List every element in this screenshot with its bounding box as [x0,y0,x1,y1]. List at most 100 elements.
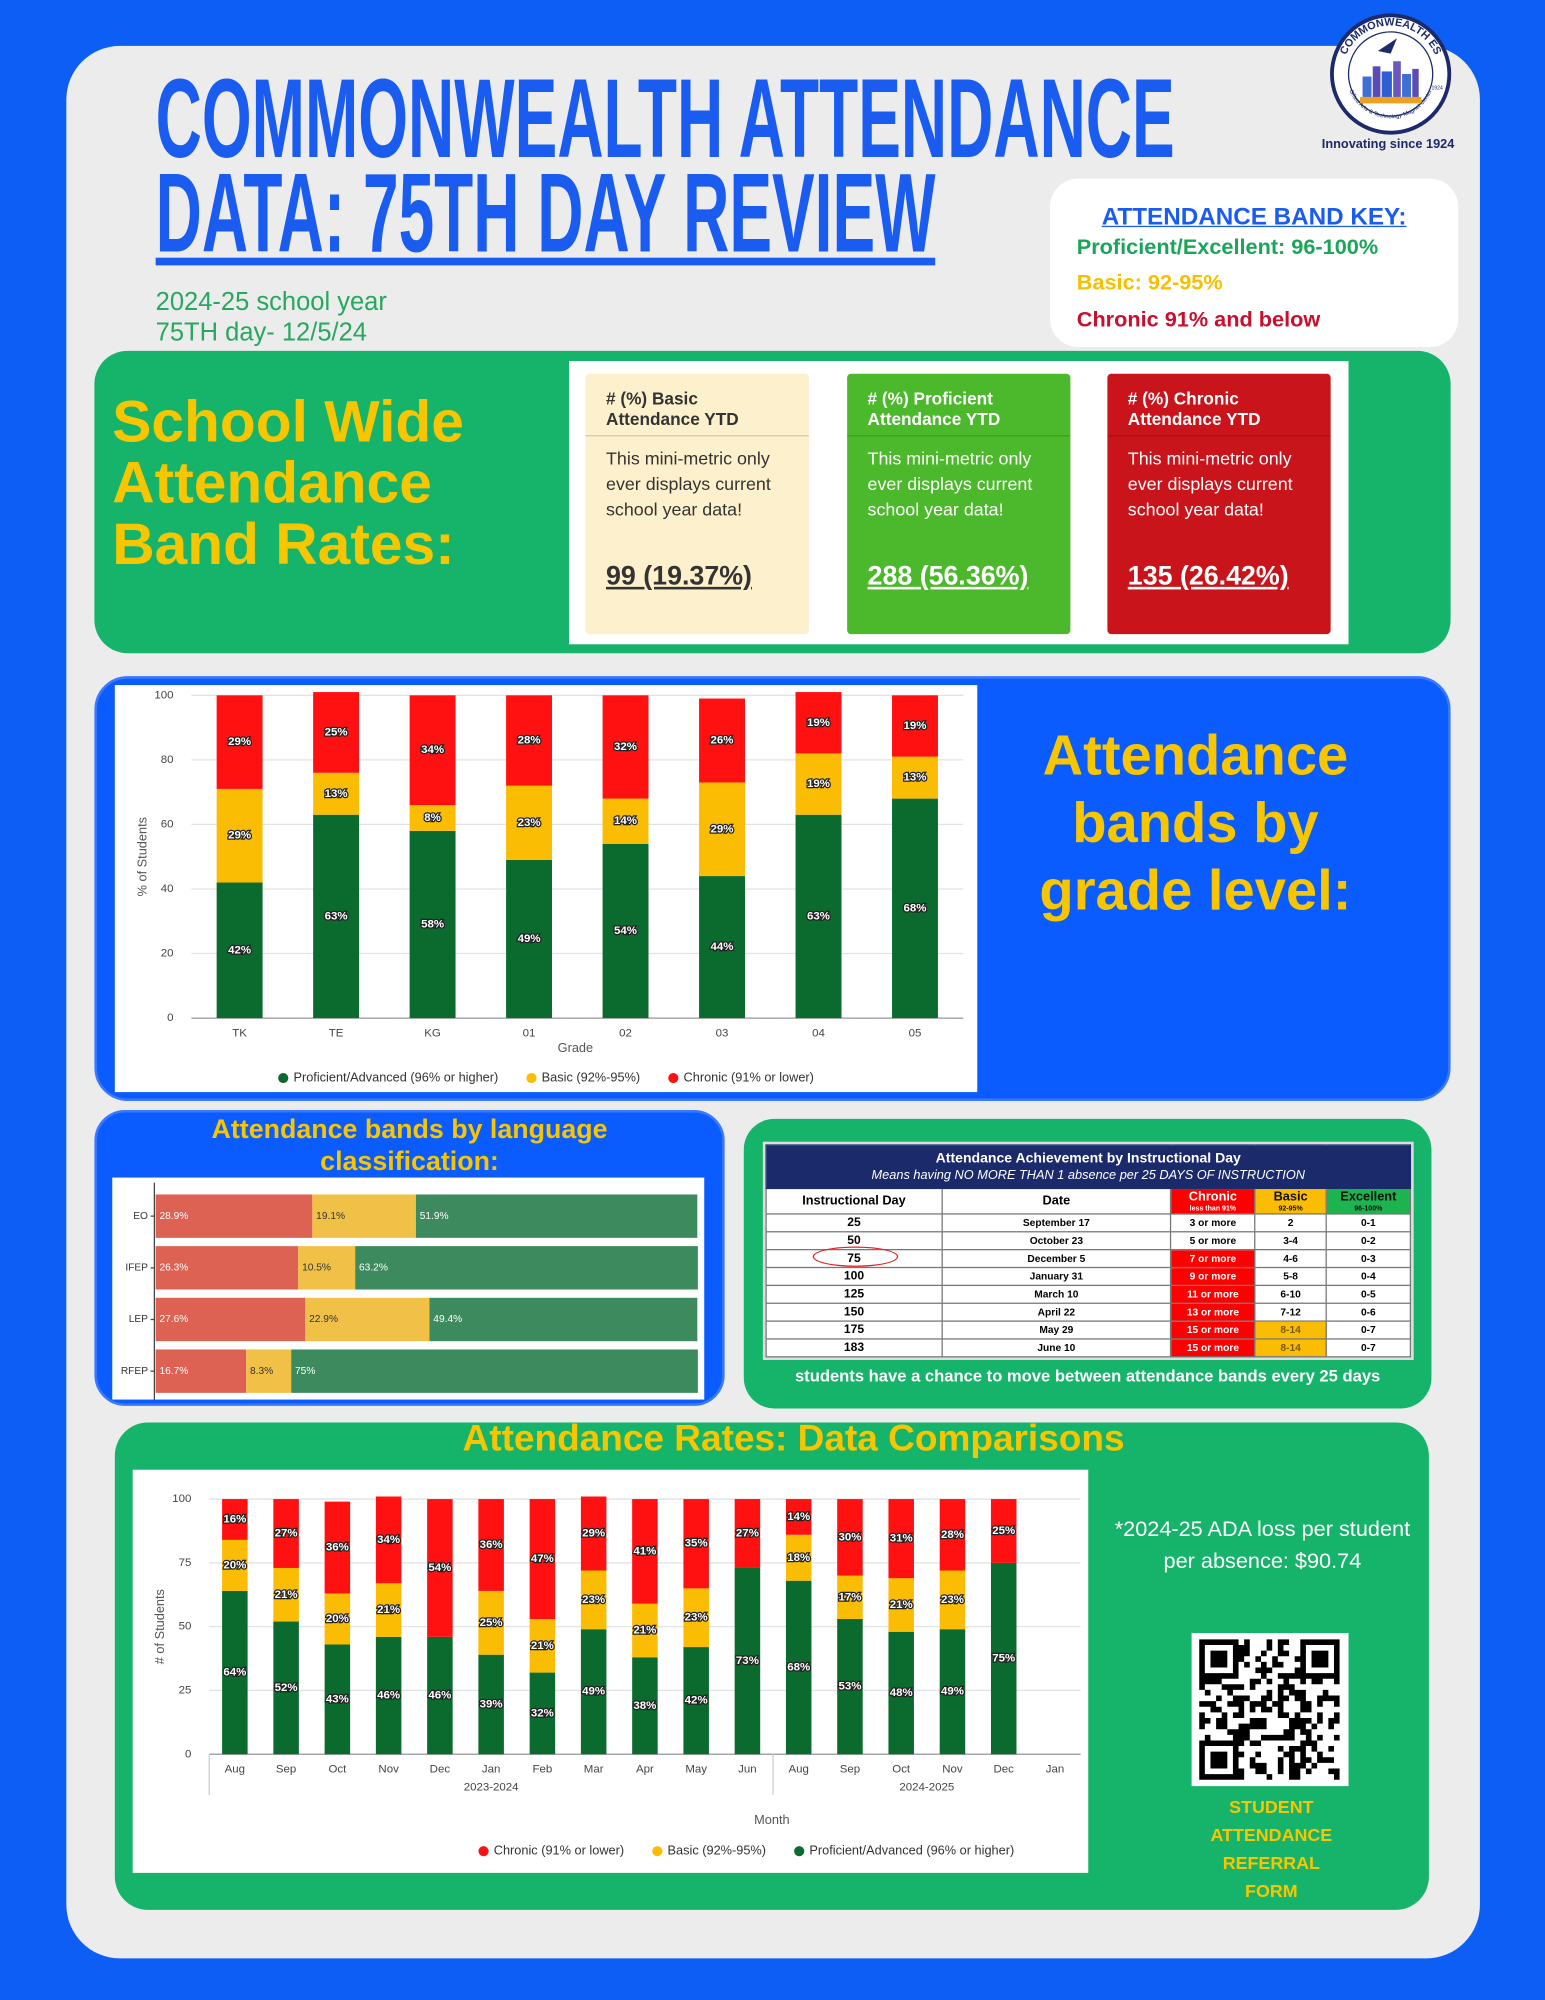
table-cell: 7-12 [1254,1302,1327,1322]
bar-segment [888,1578,914,1632]
data-label: 21% [531,1640,554,1652]
card-value[interactable]: 288 (56.36%) [867,561,1029,591]
table-cell: 8-14 [1254,1320,1327,1340]
bar-segment [990,1562,1017,1755]
y-tick-label: 100 [172,1493,191,1505]
data-label: 54% [614,925,637,937]
y-axis-label: # of Students [152,1589,167,1664]
bar-segment [291,1349,698,1393]
x-tick-label: 03 [716,1027,729,1039]
data-label: 29% [711,823,734,835]
data-label: 53% [838,1681,861,1693]
bar-segment [602,843,649,1019]
data-label: 32% [531,1707,554,1719]
table-cell: 3 or more [1170,1213,1256,1233]
school-logo: COMMONWEALTH ES Gifted Arts & Technology… [1330,13,1452,135]
bar-segment [313,692,360,773]
table-cell: 25 [765,1213,943,1233]
x-tick-label: 04 [812,1027,825,1039]
data-label: 25% [480,1617,503,1629]
data-label: 42% [685,1695,708,1707]
bar-segment [699,698,745,783]
y-tick-label: EO [133,1211,148,1222]
section-heading: Attendance bands by language classificat… [211,1115,608,1177]
data-label: 29% [228,736,251,748]
page-title: COMMONWEALTH ATTENDANCE DATA: 75TH DAY R… [155,54,1175,269]
card-value[interactable]: 99 (19.37%) [606,561,752,591]
bar-segment [795,753,842,815]
y-tick-label: RFEP [121,1366,148,1377]
bar-segment [506,695,553,786]
bar-segment [580,1629,607,1755]
x-tick-label: Aug [788,1764,808,1776]
x-tick-label: 01 [523,1027,536,1039]
logo-tagline: Innovating since 1924 [1321,137,1455,152]
title-row: Attendance Achievement by Instructional … [765,1144,1412,1190]
bar-segment [632,1499,658,1604]
data-label: 8.3% [250,1366,273,1377]
table: Attendance Achievement by Instructional … [765,1144,1412,1358]
section-heading: Attendance bands by grade level: [1039,724,1352,923]
header-label: Basic [1273,1189,1308,1204]
table-cell: January 31 [941,1266,1172,1287]
legend-swatch [526,1072,537,1084]
x-tick-label: TK [232,1027,247,1039]
group-label: 2023-2024 [464,1781,519,1793]
highlight-ellipse [812,1246,899,1267]
data-label: 26% [711,735,734,747]
qr-modules [1199,1639,1340,1780]
bar-segment [216,882,263,1019]
grade-chart: 020406080100TK42%29%29%TE63%13%25%KG58%8… [114,685,978,1093]
bar-segment [529,1499,556,1619]
x-tick-label: May [685,1764,707,1776]
header-cell: Chronic less than 91% [1170,1187,1256,1215]
school-year: 2024-25 school year [155,288,387,317]
data-label: 21% [633,1625,656,1637]
header-label: Chronic [1188,1189,1238,1204]
table-cell: 0-1 [1325,1213,1412,1233]
x-tick-label: Mar [584,1764,604,1776]
monthly-chart: 0 25 50 75 100 Aug 64% 20% 16% Sep 52% 21% 27% Oct 43%… [132,1469,1089,1873]
bar-segment [155,1194,313,1238]
bar-segment [699,876,745,1019]
bar-segment [305,1297,430,1342]
data-label: 23% [518,817,541,829]
x-tick-label: Nov [942,1764,963,1776]
x-tick-label: Nov [378,1764,399,1776]
data-label: 34% [421,744,444,756]
data-label: 25% [992,1525,1015,1537]
bar-segment [409,695,456,806]
metric-card: # (%) Chronic Attendance YTD This mini-m… [1107,373,1331,635]
legend: Chronic (91% or lower) Basic (92%-95%) Pro… [478,1843,1014,1858]
x-tick-label: Sep [840,1764,860,1776]
data-label: 13% [904,772,927,784]
card-title: # (%) Chronic Attendance YTD [1127,389,1261,429]
y-tick-label: 25 [179,1684,192,1696]
y-tick-label: 50 [179,1621,192,1633]
header-sub: 92-95% [1278,1204,1303,1213]
data-label: 22.9% [309,1314,338,1325]
ada-note: *2024-25 ADA loss per student per absenc… [1114,1516,1411,1574]
data-label: 49% [518,933,541,945]
data-label: 63% [325,910,348,922]
data-label: 14% [787,1511,810,1523]
header-cell: Date [941,1187,1172,1215]
x-tick-label: Dec [994,1764,1015,1776]
bar-segment [888,1499,914,1579]
qr-code[interactable] [1191,1633,1349,1787]
data-label: 20% [326,1613,349,1625]
bar-segment [429,1297,698,1342]
bar-segment [837,1618,863,1755]
bar-segment [427,1636,453,1755]
bar-segment [683,1647,709,1755]
card-value[interactable]: 135 (26.42%) [1127,561,1289,591]
data-label: 19% [904,720,927,732]
card-note: This mini-metric only ever displays curr… [867,447,1033,520]
title-line: COMMONWEALTH ATTENDANCE [155,54,1175,182]
x-axis-label: Month [754,1812,789,1827]
table-cell: 125 [765,1284,943,1304]
card-divider [1107,435,1331,437]
y-tick-label: 60 [161,818,174,830]
data-label: 35% [685,1538,708,1550]
bar-segment [298,1246,356,1290]
